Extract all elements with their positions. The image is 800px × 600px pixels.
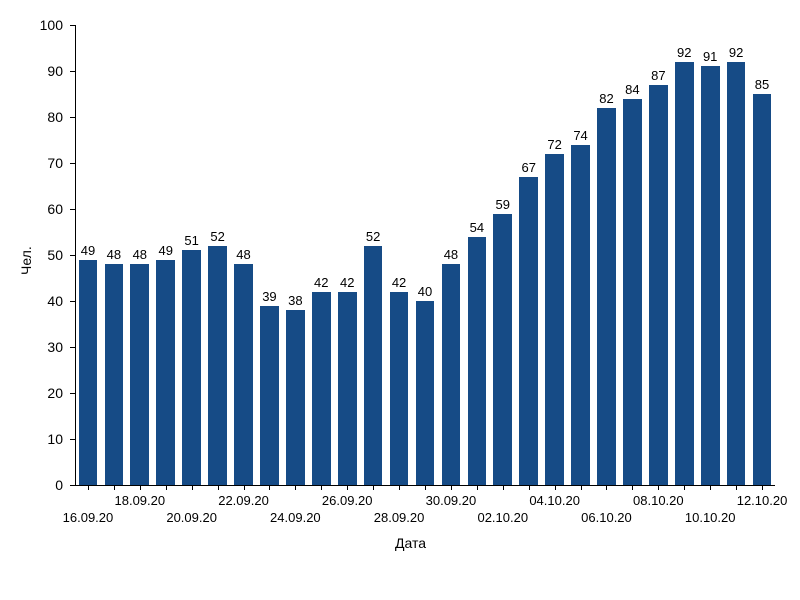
- x-tick-label: 06.10.20: [581, 510, 632, 525]
- chart-container: 0102030405060708090100 16.09.2018.09.202…: [0, 0, 800, 600]
- bar-value-label: 59: [496, 197, 510, 212]
- bar-value-label: 84: [625, 82, 639, 97]
- bar: [105, 264, 124, 485]
- bar: [338, 292, 357, 485]
- x-tick-label: 02.10.20: [477, 510, 528, 525]
- bar-value-label: 54: [470, 220, 484, 235]
- bar: [675, 62, 694, 485]
- bar: [493, 214, 512, 485]
- bar-value-label: 48: [236, 247, 250, 262]
- bar: [649, 85, 668, 485]
- bar: [571, 145, 590, 485]
- bar: [182, 250, 201, 485]
- bar-value-label: 39: [262, 289, 276, 304]
- y-tick-label: 80: [0, 109, 63, 125]
- plot-area: [75, 25, 775, 485]
- bar: [416, 301, 435, 485]
- bar: [597, 108, 616, 485]
- x-tick-label: 12.10.20: [737, 493, 788, 508]
- bar: [234, 264, 253, 485]
- x-axis-line: [75, 485, 775, 486]
- bar: [519, 177, 538, 485]
- bar: [260, 306, 279, 485]
- y-tick-label: 0: [0, 477, 63, 493]
- bar: [156, 260, 175, 485]
- bar: [390, 292, 409, 485]
- x-tick-label: 08.10.20: [633, 493, 684, 508]
- x-tick-label: 30.09.20: [426, 493, 477, 508]
- x-tick-label: 16.09.20: [63, 510, 114, 525]
- x-tick-label: 24.09.20: [270, 510, 321, 525]
- bar-value-label: 42: [392, 275, 406, 290]
- bar: [312, 292, 331, 485]
- bar: [286, 310, 305, 485]
- y-tick-label: 10: [0, 431, 63, 447]
- bar-value-label: 49: [159, 243, 173, 258]
- bar-value-label: 48: [444, 247, 458, 262]
- bar-value-label: 91: [703, 49, 717, 64]
- bar: [727, 62, 746, 485]
- y-tick-label: 70: [0, 155, 63, 171]
- bar: [753, 94, 772, 485]
- bar-value-label: 42: [340, 275, 354, 290]
- bar-value-label: 92: [729, 45, 743, 60]
- bar: [701, 66, 720, 485]
- x-tick-label: 04.10.20: [529, 493, 580, 508]
- bar-value-label: 67: [521, 160, 535, 175]
- bar-value-label: 92: [677, 45, 691, 60]
- bar: [364, 246, 383, 485]
- bar: [208, 246, 227, 485]
- y-tick-label: 30: [0, 339, 63, 355]
- bar: [442, 264, 461, 485]
- x-axis-title: Дата: [395, 535, 426, 551]
- bar-value-label: 74: [573, 128, 587, 143]
- bar-value-label: 42: [314, 275, 328, 290]
- x-tick-label: 18.09.20: [115, 493, 166, 508]
- bar-value-label: 52: [366, 229, 380, 244]
- x-tick-label: 10.10.20: [685, 510, 736, 525]
- y-tick-label: 90: [0, 63, 63, 79]
- bar-value-label: 51: [184, 233, 198, 248]
- y-tick-label: 60: [0, 201, 63, 217]
- bar-value-label: 87: [651, 68, 665, 83]
- y-tick-label: 20: [0, 385, 63, 401]
- bar-value-label: 38: [288, 293, 302, 308]
- bar: [545, 154, 564, 485]
- y-axis-line: [75, 25, 76, 485]
- bar: [130, 264, 149, 485]
- bar-value-label: 72: [547, 137, 561, 152]
- bar: [468, 237, 487, 485]
- bar: [79, 260, 98, 485]
- bar-value-label: 48: [133, 247, 147, 262]
- bar-value-label: 82: [599, 91, 613, 106]
- bar-value-label: 85: [755, 77, 769, 92]
- bar-value-label: 40: [418, 284, 432, 299]
- bar-value-label: 48: [107, 247, 121, 262]
- y-axis-title: Чел.: [18, 246, 34, 275]
- x-tick-label: 26.09.20: [322, 493, 373, 508]
- y-tick-label: 40: [0, 293, 63, 309]
- y-tick-label: 100: [0, 17, 63, 33]
- x-tick-label: 20.09.20: [166, 510, 217, 525]
- x-tick-label: 22.09.20: [218, 493, 269, 508]
- bar-value-label: 52: [210, 229, 224, 244]
- x-tick-label: 28.09.20: [374, 510, 425, 525]
- bar: [623, 99, 642, 485]
- bar-value-label: 49: [81, 243, 95, 258]
